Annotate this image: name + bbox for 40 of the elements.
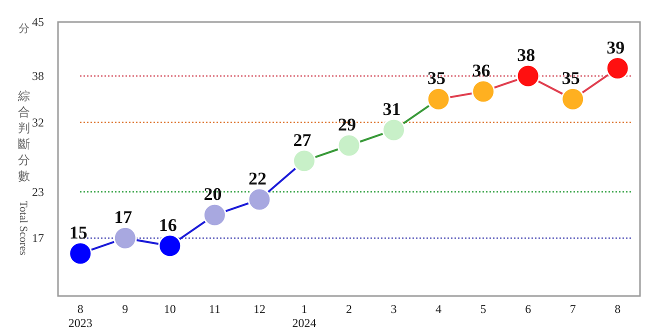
- x-tick-label: 4: [436, 302, 442, 316]
- point: [68, 242, 92, 266]
- point: [516, 64, 540, 88]
- data-label: 38: [517, 45, 536, 66]
- y-axis-title: 綜合判斷分數: [17, 89, 30, 183]
- y-tick-label: 23: [32, 184, 44, 199]
- point: [158, 234, 182, 258]
- y-tick-label: 17: [32, 231, 44, 246]
- x-tick-label: 6: [525, 302, 532, 316]
- data-label: 15: [69, 222, 88, 243]
- x-tick-label: 11: [208, 302, 220, 316]
- data-label: 16: [158, 214, 177, 235]
- x-tick-label: 8 2023: [68, 302, 92, 330]
- x-tick-label: 12: [253, 302, 266, 316]
- data-label: 35: [428, 68, 446, 88]
- text: Total Scores: [17, 200, 29, 256]
- x-tick-label: 2: [346, 302, 352, 316]
- x-tick-label: 7: [570, 302, 576, 316]
- data-label: 35: [562, 68, 580, 88]
- point: [606, 56, 630, 80]
- y-tick-label: 45: [32, 15, 44, 29]
- point: [472, 80, 496, 104]
- data-label: 36: [472, 60, 490, 80]
- point: [561, 87, 585, 111]
- data-label: 20: [204, 184, 222, 204]
- y-tick-label: 32: [32, 115, 44, 130]
- point: [202, 203, 226, 227]
- y-tick-label: 38: [32, 69, 44, 84]
- x-tick-label: 3: [390, 302, 397, 316]
- data-label: 22: [248, 168, 266, 189]
- x-tick-label: 1 2024: [292, 302, 316, 330]
- x-tick-label: 8: [614, 302, 621, 316]
- point: [113, 226, 137, 250]
- data-label: 39: [606, 37, 625, 58]
- x-tick-label: 9: [122, 302, 128, 316]
- data-label: 17: [114, 207, 132, 228]
- x-tick-label: 10: [164, 302, 176, 316]
- x-tick-label: 5: [480, 302, 486, 316]
- point: [248, 188, 272, 212]
- text: 分: [18, 22, 30, 35]
